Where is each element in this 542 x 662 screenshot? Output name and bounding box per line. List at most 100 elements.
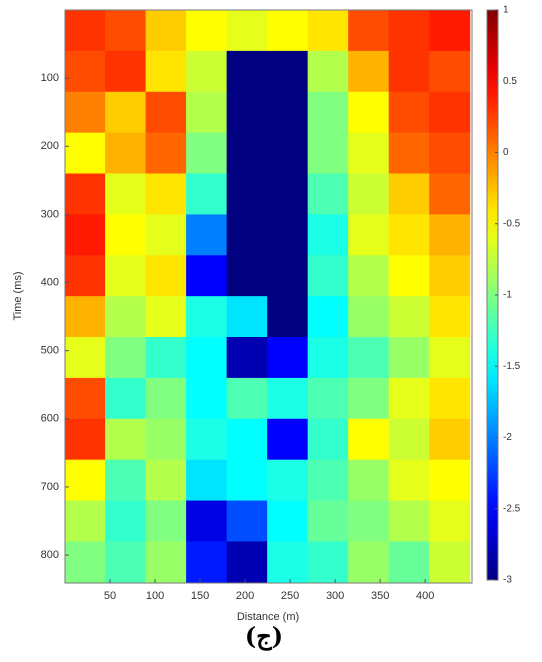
heatmap-cell bbox=[348, 50, 390, 93]
plot-frame bbox=[64, 9, 473, 584]
heatmap-cell bbox=[429, 541, 471, 583]
heatmap-cell bbox=[307, 459, 349, 502]
heatmap-cell bbox=[348, 296, 390, 338]
x-tick-label: 50 bbox=[104, 590, 116, 602]
x-tick-label: 150 bbox=[191, 590, 209, 602]
heatmap-cell bbox=[388, 173, 430, 215]
heatmap-cell bbox=[186, 173, 228, 215]
heatmap-cell bbox=[105, 296, 147, 338]
y-tick-label: 200 bbox=[41, 140, 59, 152]
heatmap-cell bbox=[307, 91, 349, 134]
y-tick-label: 600 bbox=[41, 413, 59, 425]
heatmap-cell bbox=[348, 500, 390, 542]
heatmap-cell bbox=[388, 337, 430, 379]
heatmap-cell bbox=[429, 214, 471, 256]
colorbar-tick-label: -2.5 bbox=[503, 503, 521, 514]
colorbar-tick-label: 0.5 bbox=[503, 76, 517, 87]
heatmap-cell bbox=[105, 132, 147, 175]
heatmap-cell bbox=[348, 255, 390, 297]
heatmap-cell bbox=[186, 459, 228, 502]
heatmap-cell bbox=[65, 10, 106, 52]
heatmap-cell bbox=[429, 500, 471, 542]
heatmap-cell bbox=[65, 91, 106, 134]
heatmap-cell bbox=[226, 91, 268, 134]
heatmap-cell bbox=[105, 10, 147, 52]
heatmap-cell bbox=[226, 377, 268, 420]
y-tick-label: 300 bbox=[41, 208, 59, 220]
y-tick-label: 800 bbox=[41, 549, 59, 561]
heatmap-cell bbox=[307, 377, 349, 420]
heatmap-cell bbox=[186, 337, 228, 379]
colorbar-tick-label: -0.5 bbox=[503, 218, 521, 229]
heatmap-cell bbox=[226, 337, 268, 379]
colorbar-tick-label: -1 bbox=[503, 290, 512, 301]
heatmap-cell bbox=[145, 91, 187, 134]
heatmap-cell bbox=[388, 132, 430, 175]
heatmap-cell bbox=[105, 91, 147, 134]
heatmap-cell bbox=[145, 214, 187, 256]
heatmap-cell bbox=[65, 541, 106, 583]
heatmap-cell bbox=[65, 255, 106, 297]
heatmap-cell bbox=[65, 132, 106, 175]
heatmap-cell bbox=[429, 337, 471, 379]
heatmap-cell bbox=[429, 255, 471, 297]
heatmap-cell bbox=[226, 132, 268, 175]
heatmap-cell bbox=[429, 173, 471, 215]
heatmap-cell bbox=[348, 10, 390, 52]
heatmap-cell bbox=[105, 214, 147, 256]
heatmap-cell bbox=[348, 173, 390, 215]
heatmap-cell bbox=[267, 50, 309, 93]
heatmap-cell bbox=[307, 10, 349, 52]
y-axis-label: Time (ms) bbox=[12, 271, 24, 320]
heatmap-cell bbox=[388, 296, 430, 338]
heatmap-cell bbox=[186, 91, 228, 134]
x-tick-label: 100 bbox=[146, 590, 164, 602]
heatmap-cell bbox=[307, 214, 349, 256]
heatmap-cell bbox=[348, 214, 390, 256]
heatmap-cell bbox=[145, 132, 187, 175]
heatmap-cell bbox=[226, 500, 268, 542]
heatmap-cell bbox=[145, 541, 187, 583]
heatmap-cell bbox=[226, 418, 268, 461]
heatmap-cell bbox=[388, 255, 430, 297]
heatmap-cell bbox=[388, 459, 430, 502]
heatmap-cell bbox=[105, 418, 147, 461]
heatmap-cell bbox=[226, 10, 268, 52]
x-tick-label: 300 bbox=[326, 590, 344, 602]
heatmap-cell bbox=[65, 50, 106, 93]
heatmap-cell bbox=[65, 173, 106, 215]
colorbar-tick-label: -1.5 bbox=[503, 361, 521, 372]
heatmap-cell bbox=[65, 500, 106, 542]
heatmap-cell bbox=[226, 459, 268, 502]
heatmap-cell bbox=[186, 500, 228, 542]
colorbar-tick-label: 0 bbox=[503, 147, 509, 158]
heatmap-cell bbox=[65, 459, 106, 502]
heatmap-cell bbox=[267, 10, 309, 52]
heatmap-cell bbox=[65, 377, 106, 420]
heatmap-cell bbox=[348, 337, 390, 379]
caption: (ج) bbox=[245, 622, 283, 652]
heatmap-cell bbox=[388, 500, 430, 542]
heatmap-cell bbox=[267, 541, 309, 583]
heatmap-cell bbox=[307, 296, 349, 338]
heatmap-cell bbox=[105, 50, 147, 93]
heatmap-cell bbox=[145, 255, 187, 297]
heatmap-cell bbox=[348, 91, 390, 134]
heatmap-cell bbox=[226, 50, 268, 93]
heatmap-cell bbox=[388, 91, 430, 134]
heatmap-cell bbox=[267, 418, 309, 461]
heatmap-cell bbox=[145, 296, 187, 338]
heatmap-cell bbox=[429, 377, 471, 420]
heatmap-cell bbox=[145, 10, 187, 52]
heatmap-cell bbox=[105, 173, 147, 215]
heatmap-cell bbox=[348, 418, 390, 461]
heatmap-cell bbox=[429, 296, 471, 338]
heatmap-cell bbox=[145, 173, 187, 215]
heatmap-cell bbox=[105, 255, 147, 297]
heatmap-cell bbox=[186, 296, 228, 338]
colorbar-tick-label: -2 bbox=[503, 432, 512, 443]
heatmap-cell bbox=[226, 173, 268, 215]
heatmap-cell bbox=[65, 296, 106, 338]
heatmap-cell bbox=[307, 337, 349, 379]
